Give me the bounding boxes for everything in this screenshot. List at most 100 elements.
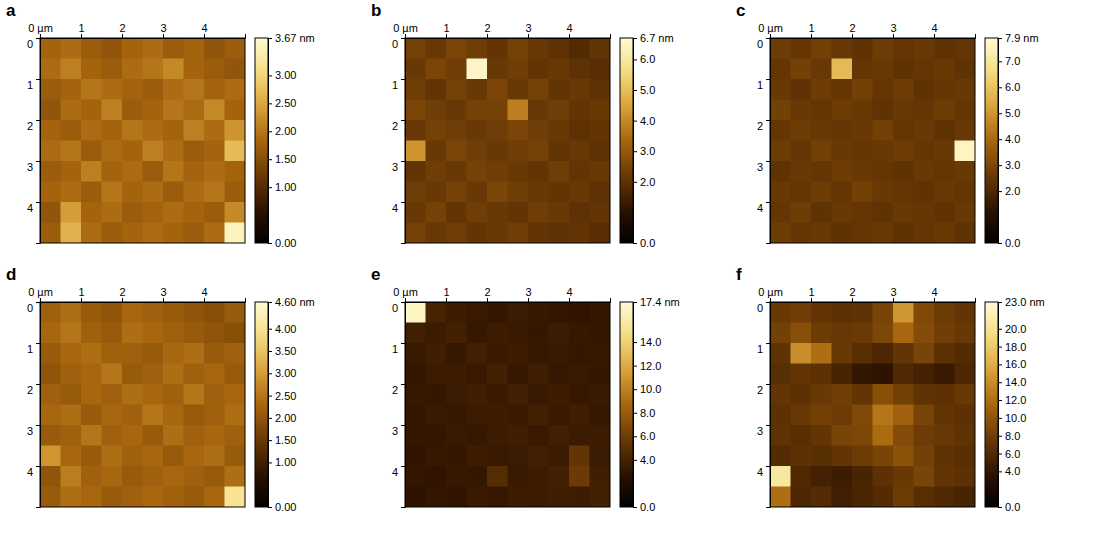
tick: 3 — [160, 286, 166, 302]
cell — [832, 343, 853, 364]
cell — [426, 223, 447, 244]
tick-mark — [405, 298, 406, 302]
cell — [184, 182, 205, 203]
cell — [934, 182, 955, 203]
cell — [811, 323, 832, 344]
cell — [487, 364, 508, 385]
cell — [204, 161, 225, 182]
tick-mark — [811, 298, 812, 302]
cell — [426, 405, 447, 426]
cell — [487, 141, 508, 162]
tick: 4 — [392, 202, 405, 214]
cell — [467, 79, 488, 100]
cell — [852, 161, 873, 182]
tick-label: 4 — [392, 466, 398, 478]
cell — [569, 141, 590, 162]
cell — [528, 161, 549, 182]
tick: 2 — [392, 384, 405, 396]
cell — [893, 487, 914, 508]
cell — [40, 323, 61, 344]
tick-label: 1.00 — [275, 181, 296, 193]
cell — [467, 141, 488, 162]
panel: 0 µm1234012340.04.06.08.010.012.014.016.… — [736, 265, 1045, 513]
cell — [873, 100, 894, 121]
cell — [446, 466, 467, 487]
tick-mark — [36, 79, 40, 80]
tick: 2 — [27, 384, 40, 396]
cell — [184, 425, 205, 446]
tick-mark — [268, 329, 272, 330]
cell — [446, 384, 467, 405]
tick-label: 4 — [757, 202, 763, 214]
tick: 1 — [27, 79, 40, 91]
tick-label: 7.0 — [1005, 55, 1020, 67]
tick-mark — [487, 298, 488, 302]
cell — [528, 302, 549, 323]
cell — [508, 38, 529, 59]
tick-label: 2 — [119, 22, 125, 34]
cell — [426, 120, 447, 141]
cell — [204, 100, 225, 121]
cell — [528, 466, 549, 487]
cell — [590, 302, 611, 323]
tick: 0 — [27, 302, 40, 314]
cell — [528, 487, 549, 508]
tick-label: 1 — [443, 286, 449, 298]
cell — [893, 384, 914, 405]
tick-mark — [633, 182, 637, 183]
tick: 1.00 — [268, 456, 296, 468]
cell — [426, 384, 447, 405]
cell — [569, 59, 590, 80]
cell — [508, 182, 529, 203]
cell — [893, 446, 914, 467]
y-axis: 01234 — [27, 302, 41, 507]
tick-mark — [528, 34, 529, 38]
y-axis: 01234 — [392, 38, 406, 243]
tick-label: 8.0 — [640, 407, 655, 419]
cell — [590, 446, 611, 467]
cell — [102, 38, 123, 59]
cell — [184, 302, 205, 323]
cell — [852, 120, 873, 141]
cell — [225, 466, 246, 487]
cell — [791, 161, 812, 182]
cell — [811, 446, 832, 467]
panel: 0 µm1234012340.02.03.04.05.06.06.7 nmb — [371, 1, 674, 249]
colorbar-axis-line — [269, 303, 273, 508]
tick: 3 — [890, 286, 896, 302]
tick: 2.0 — [998, 185, 1020, 197]
cell — [955, 343, 976, 364]
cell — [143, 202, 164, 223]
cell — [590, 79, 611, 100]
tick: 2.00 — [268, 125, 296, 137]
cell — [791, 446, 812, 467]
cell — [811, 59, 832, 80]
cell — [446, 302, 467, 323]
tick-label: 14.0 — [640, 336, 661, 348]
tick-label: 0 — [27, 302, 33, 314]
cell — [40, 182, 61, 203]
cell — [934, 466, 955, 487]
tick-mark — [766, 343, 770, 344]
cell — [590, 59, 611, 80]
cell — [893, 425, 914, 446]
cell — [832, 302, 853, 323]
cell — [405, 405, 426, 426]
tick-mark — [998, 400, 1002, 401]
cell — [791, 182, 812, 203]
cell — [549, 223, 570, 244]
cell — [811, 466, 832, 487]
cell — [934, 487, 955, 508]
cell — [405, 120, 426, 141]
tick-label: 10.0 — [1005, 412, 1026, 424]
cell — [528, 38, 549, 59]
cell — [163, 405, 184, 426]
cell — [204, 302, 225, 323]
cell — [873, 425, 894, 446]
tick: 12.0 — [633, 360, 661, 372]
colorbar — [255, 302, 268, 507]
cell — [405, 202, 426, 223]
tick: 1 — [443, 22, 449, 38]
tick-mark — [36, 425, 40, 426]
panel-label: e — [371, 265, 380, 284]
